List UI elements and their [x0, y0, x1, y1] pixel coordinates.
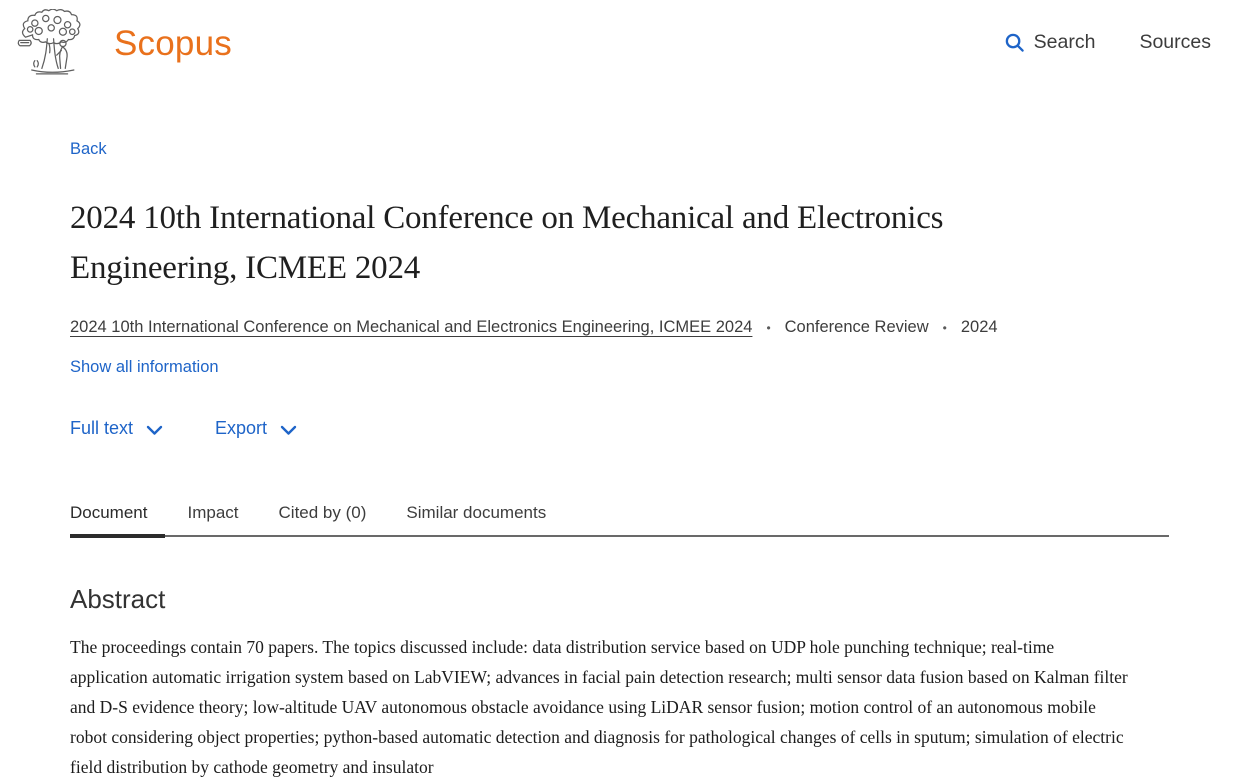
source-title-link[interactable]: 2024 10th International Conference on Me… — [70, 318, 753, 336]
abstract-text: The proceedings contain 70 papers. The t… — [70, 637, 1128, 777]
export-label: Export — [215, 418, 268, 438]
full-text-button[interactable]: Full text — [70, 418, 163, 439]
tab-document[interactable]: Document — [70, 503, 167, 538]
show-all-information-link[interactable]: Show all information — [70, 358, 219, 376]
source-meta-row: 2024 10th International Conference on Me… — [70, 318, 1169, 337]
header: Scopus Search Sources — [0, 0, 1239, 92]
publication-year: 2024 — [960, 318, 998, 336]
page-title: 2024 10th International Conference on Me… — [70, 200, 944, 286]
search-icon — [1004, 32, 1025, 53]
meta-separator: • — [766, 320, 771, 335]
tab-cited-by[interactable]: Cited by (0) — [278, 503, 367, 522]
document-type: Conference Review — [784, 318, 929, 336]
chevron-down-icon — [146, 422, 163, 436]
main-content: Back 2024 10th International Conference … — [0, 92, 1239, 782]
abstract-heading: Abstract — [70, 584, 166, 614]
nav-sources[interactable]: Sources — [1139, 31, 1211, 54]
tab-impact[interactable]: Impact — [187, 503, 239, 522]
back-link[interactable]: Back — [70, 140, 107, 158]
chevron-down-icon — [280, 422, 297, 436]
elsevier-tree-icon[interactable] — [13, 8, 91, 81]
meta-separator: • — [942, 320, 947, 335]
nav-sources-label: Sources — [1139, 31, 1211, 53]
actions-row: Full text Export — [70, 418, 1169, 439]
scopus-brand[interactable]: Scopus — [114, 24, 232, 63]
nav-search-label: Search — [1033, 31, 1096, 53]
document-tabs: Document Impact Cited by (0) Similar doc… — [70, 503, 1169, 538]
export-button[interactable]: Export — [215, 418, 297, 439]
nav-search[interactable]: Search — [1004, 31, 1096, 54]
header-nav: Search Sources — [1004, 31, 1211, 54]
full-text-label: Full text — [70, 418, 134, 438]
tab-similar-documents[interactable]: Similar documents — [406, 503, 547, 522]
